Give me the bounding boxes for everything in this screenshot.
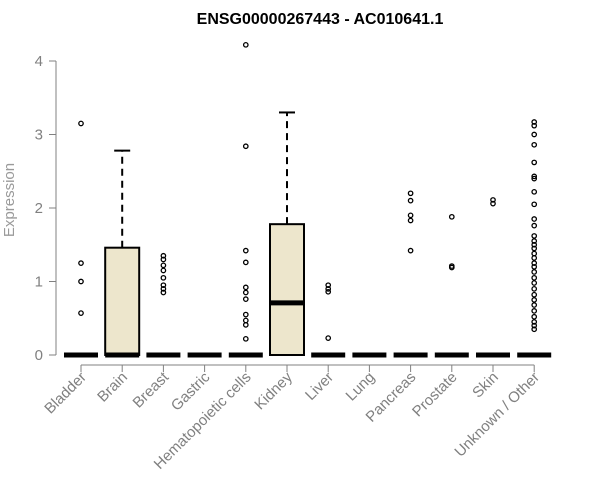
box-kidney	[269, 111, 305, 356]
outlier-point	[242, 284, 249, 291]
outlier-point	[531, 141, 538, 148]
y-axis-label: Expression	[1, 163, 18, 237]
box-skin	[476, 197, 510, 358]
x-tick-label: Lung	[343, 369, 379, 405]
outlier-point	[531, 308, 538, 314]
outlier-point	[531, 201, 538, 208]
outlier-point	[407, 212, 414, 219]
box-liver	[311, 282, 346, 358]
outlier-point	[160, 285, 167, 292]
outlier-point	[490, 197, 496, 203]
outlier-point	[531, 255, 538, 261]
outlier-point	[78, 260, 84, 266]
box-bladder	[64, 120, 98, 358]
y-tick-label: 2	[35, 200, 43, 217]
outlier-point	[160, 262, 167, 269]
box-unknown-other	[517, 119, 552, 358]
outlier-point	[78, 310, 84, 316]
x-tick-label: Liver	[302, 369, 337, 404]
outlier-point	[531, 245, 538, 252]
outlier-point	[325, 282, 332, 289]
outlier-point	[407, 217, 414, 224]
x-tick-label: Kidney	[251, 368, 296, 413]
x-tick-label: Breast	[130, 368, 173, 411]
outlier-point	[490, 200, 496, 207]
outlier-point	[531, 322, 538, 329]
box-prostate	[434, 213, 469, 358]
outlier-point	[448, 213, 455, 220]
outlier-point	[531, 269, 538, 275]
outlier-point	[531, 159, 538, 166]
outlier-point	[531, 222, 538, 229]
outlier-point	[531, 119, 538, 125]
outlier-point	[531, 216, 538, 222]
outlier-point	[531, 188, 538, 195]
outlier-point	[531, 280, 538, 286]
outlier-point	[531, 238, 538, 244]
outlier-point	[407, 190, 414, 197]
outlier-point	[531, 285, 538, 292]
outlier-point	[531, 241, 538, 248]
outlier-point	[325, 288, 332, 295]
outlier-point	[160, 289, 167, 296]
y-tick-label: 4	[35, 53, 43, 70]
outlier-point	[160, 282, 167, 289]
outlier-point	[325, 335, 332, 341]
outlier-point	[242, 335, 249, 342]
outlier-point	[531, 131, 538, 138]
box-hematopoietic-cells	[228, 41, 263, 358]
box-pancreas	[393, 190, 428, 358]
y-axis: 0 1 2 3 4	[35, 53, 57, 364]
outlier-point	[242, 322, 249, 328]
outlier-point	[407, 197, 414, 204]
outlier-point	[531, 326, 538, 333]
outlier-point	[160, 252, 167, 259]
outlier-point	[531, 233, 538, 239]
outlier-point	[242, 289, 249, 296]
outlier-point	[531, 122, 538, 129]
outlier-point	[531, 313, 538, 320]
outlier-point	[448, 264, 455, 271]
outlier-point	[78, 278, 84, 285]
outlier-point	[531, 263, 538, 270]
y-tick-label: 1	[35, 274, 43, 291]
box-breast	[146, 252, 181, 358]
outlier-point	[242, 259, 249, 266]
outlier-point	[531, 274, 538, 281]
outlier-point	[242, 317, 249, 324]
outlier-point	[325, 285, 332, 292]
outlier-point	[160, 274, 167, 281]
x-tick-label: Bladder	[41, 369, 90, 418]
chart-title: ENSG00000267443 - AC010641.1	[197, 11, 444, 28]
outlier-point	[531, 319, 538, 325]
outlier-point	[407, 247, 414, 254]
outlier-point	[160, 267, 167, 274]
outlier-point	[531, 250, 538, 257]
outlier-point	[242, 247, 249, 254]
outlier-point	[242, 41, 249, 48]
box-brain	[104, 149, 141, 358]
y-tick-label: 3	[35, 127, 43, 144]
x-tick-label: Prostate	[409, 369, 461, 421]
outlier-point	[531, 297, 538, 303]
outlier-point	[531, 173, 538, 180]
box-group	[64, 41, 552, 358]
box-body	[269, 223, 305, 356]
outlier-point	[531, 260, 538, 266]
x-tick-label: Brain	[94, 369, 131, 406]
outlier-point	[242, 311, 249, 318]
outlier-point	[242, 296, 249, 302]
outlier-point	[531, 291, 538, 298]
outlier-point	[78, 120, 84, 127]
outlier-point	[531, 175, 538, 182]
box-body	[104, 246, 141, 356]
outlier-point	[160, 256, 167, 263]
outlier-point	[242, 143, 249, 150]
y-tick-label: 0	[35, 347, 43, 364]
outlier-point	[531, 302, 538, 308]
x-tick-label: Skin	[469, 369, 502, 402]
